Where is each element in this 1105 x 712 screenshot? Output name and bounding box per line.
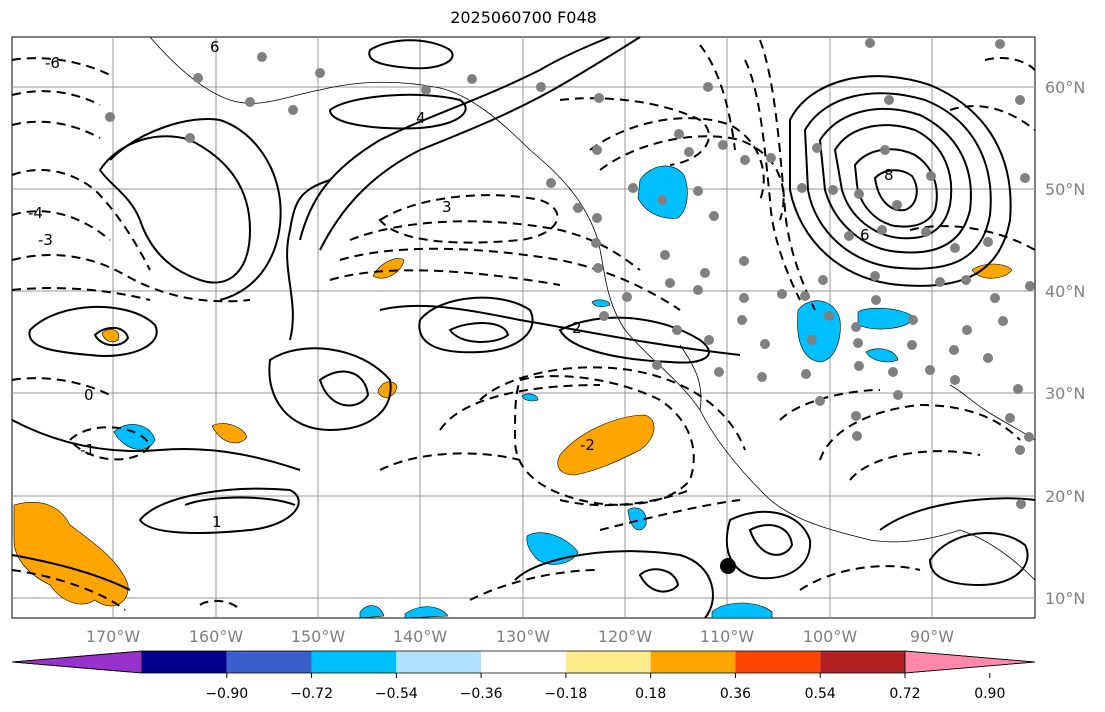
contour-label: 6 [210, 38, 220, 56]
contour-label: 3 [442, 198, 452, 216]
latitude-labels: 60°N 50°N 40°N 30°N 20°N 10°N [1045, 78, 1085, 608]
colorbar-segment [481, 651, 566, 673]
contours-dashed [11, 39, 1036, 611]
contours-solid [11, 36, 1036, 619]
colorbar-segment [142, 651, 227, 673]
shade-blue-south [526, 532, 579, 565]
lon-tick-label: 120°W [598, 627, 653, 646]
shade-orange-small3 [211, 423, 248, 444]
lon-tick-label: 130°W [496, 627, 551, 646]
map-title: 2025060700 F048 [450, 8, 597, 27]
lon-tick-label: 90°W [910, 627, 954, 646]
lat-tick-label: 60°N [1045, 78, 1085, 97]
lat-tick-label: 10°N [1045, 589, 1085, 608]
highlight-station-marker [720, 558, 736, 574]
shade-blue-south5 [404, 606, 449, 619]
lat-tick-label: 50°N [1045, 180, 1085, 199]
shade-blue-west [113, 424, 156, 450]
colorbar-segment [311, 651, 397, 673]
contour-label: -2 [580, 436, 595, 454]
shade-blue-south3 [711, 602, 773, 619]
contour-label: -6 [45, 54, 60, 72]
station-markers [105, 38, 1035, 509]
contour-label: 4 [416, 109, 426, 127]
colorbar-tick-label: 0.54 [805, 686, 836, 702]
shade-orange-central [557, 414, 655, 476]
colorbar-tick-label: 0.90 [974, 686, 1005, 702]
colorbar-tick-label: −0.72 [290, 686, 333, 702]
colorbar-extend-high [904, 650, 1036, 674]
contour-label: 2 [572, 319, 582, 337]
contour-label: 8 [884, 166, 894, 184]
lon-tick-label: 110°W [700, 627, 755, 646]
shade-orange-east [971, 263, 1013, 279]
shade-orange-small2 [377, 381, 398, 398]
shade-blue-south4 [359, 605, 385, 619]
shade-blue-plains3 [865, 348, 899, 363]
lon-tick-label: 140°W [393, 627, 448, 646]
colorbar-segment [735, 651, 821, 673]
colorbar-segment [226, 651, 312, 673]
lat-tick-label: 40°N [1045, 282, 1085, 301]
lat-tick-label: 20°N [1045, 487, 1085, 506]
shaded-regions [13, 165, 1013, 619]
shade-blue-south2 [627, 507, 647, 531]
lon-tick-label: 150°W [291, 627, 346, 646]
colorbar-tick-label: 0.18 [635, 686, 666, 702]
shade-blue-small2 [591, 299, 611, 307]
colorbar-segment [650, 651, 736, 673]
colorbar-segment [565, 651, 651, 673]
contour-labels: 6 4 3 2 1 0 -1 -2 -3 -4 -6 8 6 [28, 38, 894, 531]
lon-tick-label: 160°W [189, 627, 244, 646]
contour-label: -1 [80, 441, 95, 459]
colorbar-segment [396, 651, 482, 673]
shade-orange-small1 [372, 258, 405, 279]
contour-label: -3 [38, 231, 53, 249]
shade-blue-canada [637, 165, 688, 219]
shade-blue-small [521, 393, 539, 402]
colorbar-tick-label: −0.18 [544, 686, 587, 702]
colorbar-tick-label: −0.36 [460, 686, 503, 702]
colorbar-tick-label: −0.54 [375, 686, 418, 702]
lon-tick-label: 170°W [86, 627, 141, 646]
lat-tick-label: 30°N [1045, 384, 1085, 403]
shade-orange-hawaii-sw [13, 502, 129, 607]
contour-label: 1 [212, 513, 222, 531]
shade-orange-small4 [101, 329, 120, 343]
colorbar-outline [11, 650, 1036, 674]
colorbar: −0.90 −0.72 −0.54 −0.36 −0.18 0.18 0.36 0.54 0.7… [11, 650, 1036, 702]
colorbar-tick-label: −0.90 [205, 686, 248, 702]
contour-label: -4 [28, 204, 43, 222]
colorbar-extend-low [11, 650, 143, 674]
lon-tick-label: 100°W [803, 627, 858, 646]
colorbar-segment [820, 651, 905, 673]
longitude-labels: 170°W 160°W 150°W 140°W 130°W 120°W 110°… [86, 627, 954, 646]
colorbar-tick-label: 0.36 [720, 686, 751, 702]
contour-label: 6 [860, 226, 870, 244]
colorbar-tick-label: 0.72 [889, 686, 920, 702]
contour-label: 0 [84, 386, 94, 404]
